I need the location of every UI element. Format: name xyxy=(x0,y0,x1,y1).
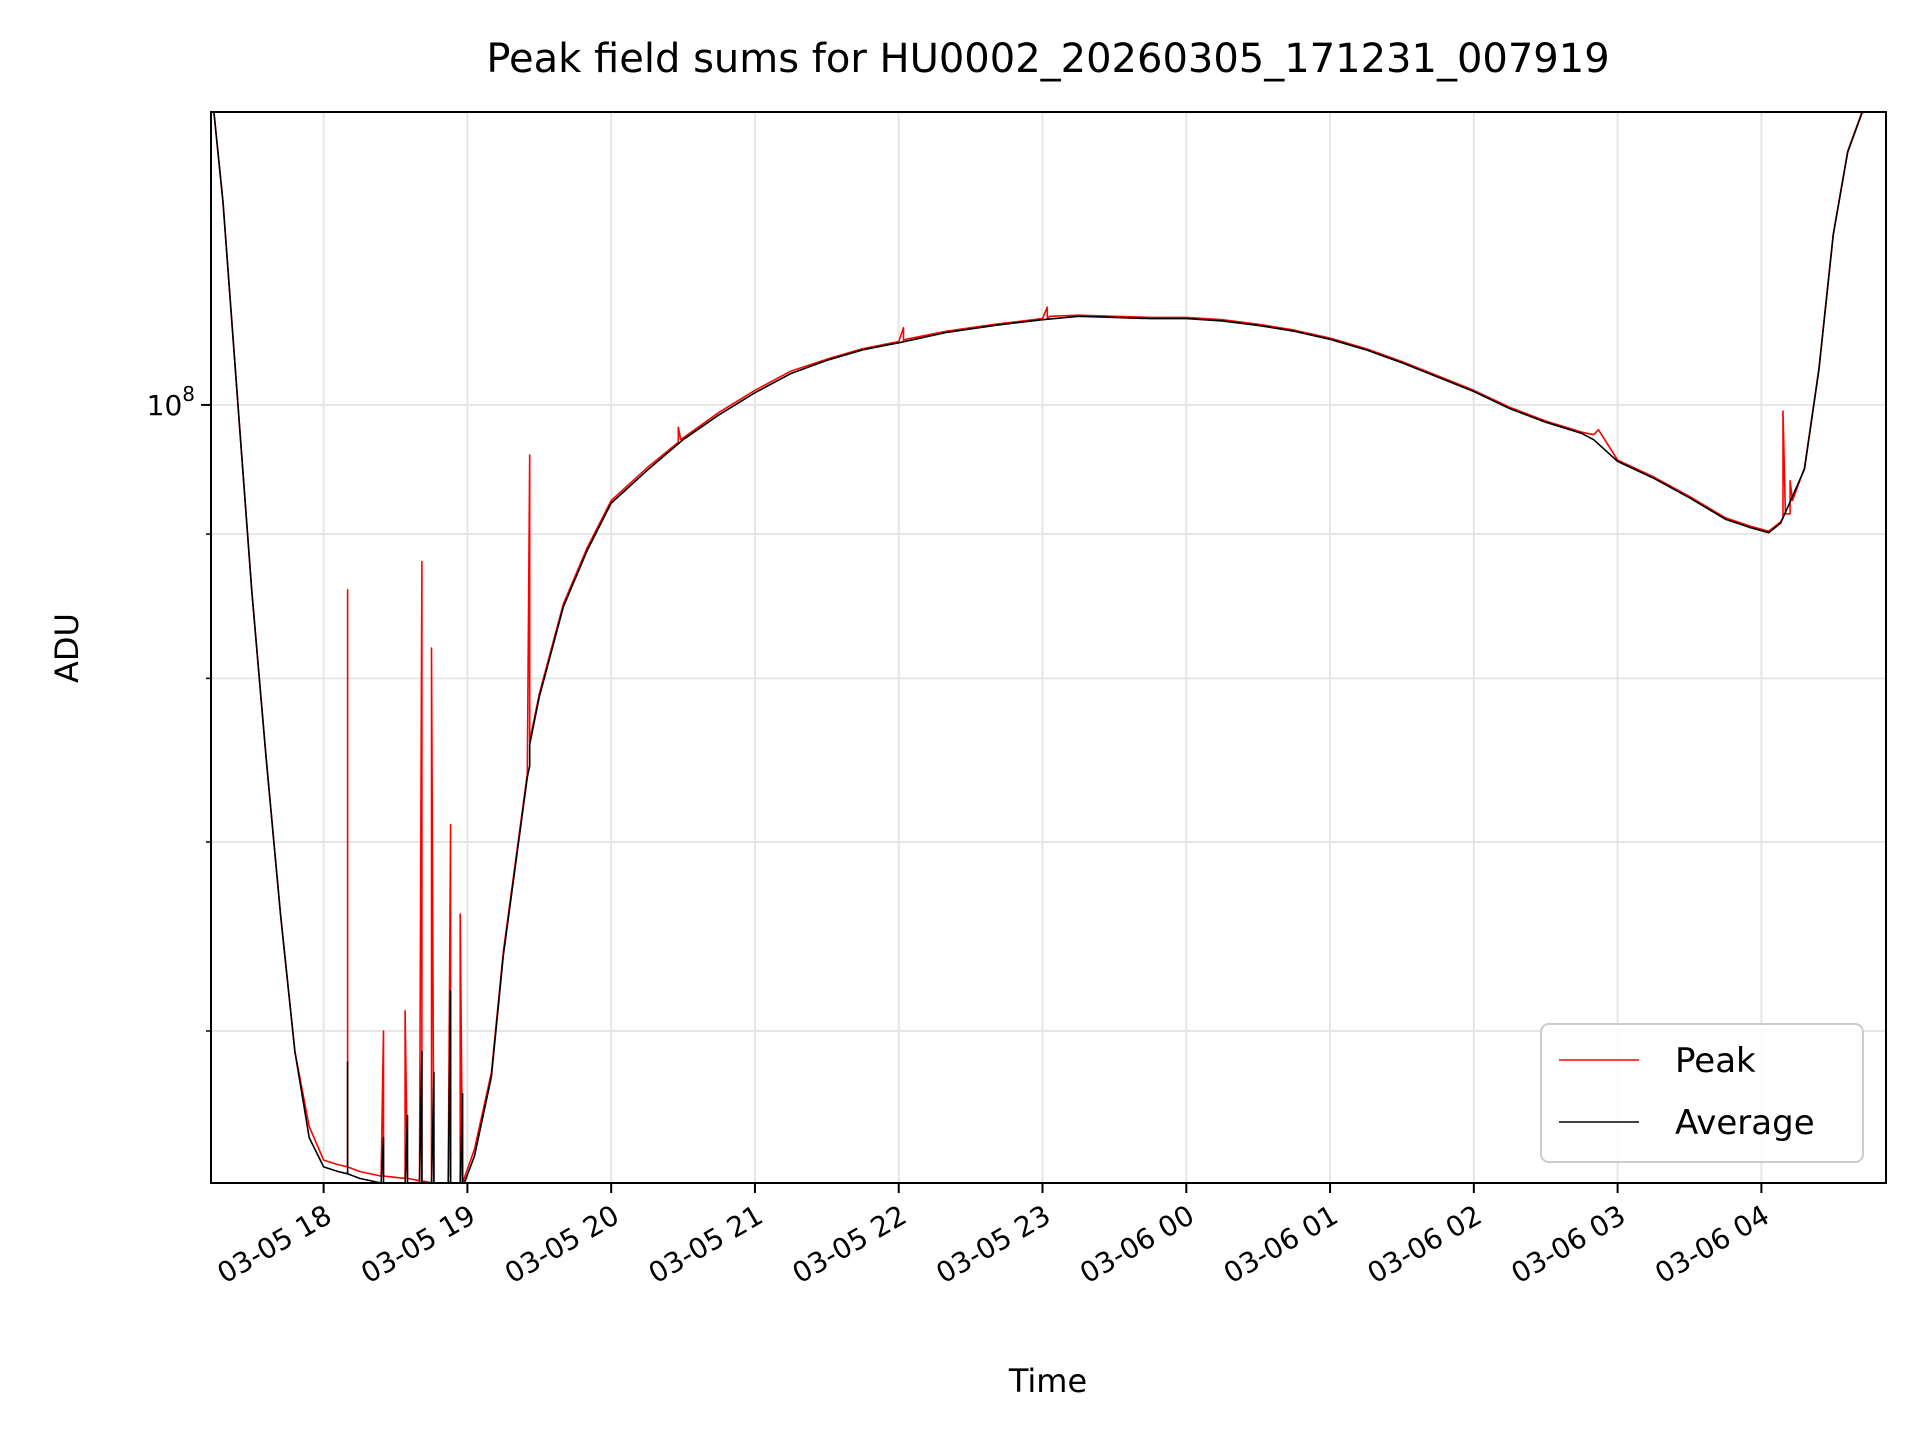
y-axis-label: ADU xyxy=(48,613,86,683)
legend-peak-label: Peak xyxy=(1675,1041,1756,1081)
chart-title: Peak field sums for HU0002_20260305_1712… xyxy=(486,36,1609,82)
series-line-average xyxy=(213,112,1866,1183)
legend-box xyxy=(1540,1023,1864,1163)
legend: Peak Average xyxy=(1540,1023,1864,1163)
grid xyxy=(211,112,1886,1183)
plot-frame xyxy=(210,111,1887,1184)
y-tick-label: 108 xyxy=(147,382,195,422)
x-axis-label: Time xyxy=(1008,1362,1087,1400)
legend-average-label: Average xyxy=(1675,1103,1815,1143)
series-layer xyxy=(213,112,1866,1183)
